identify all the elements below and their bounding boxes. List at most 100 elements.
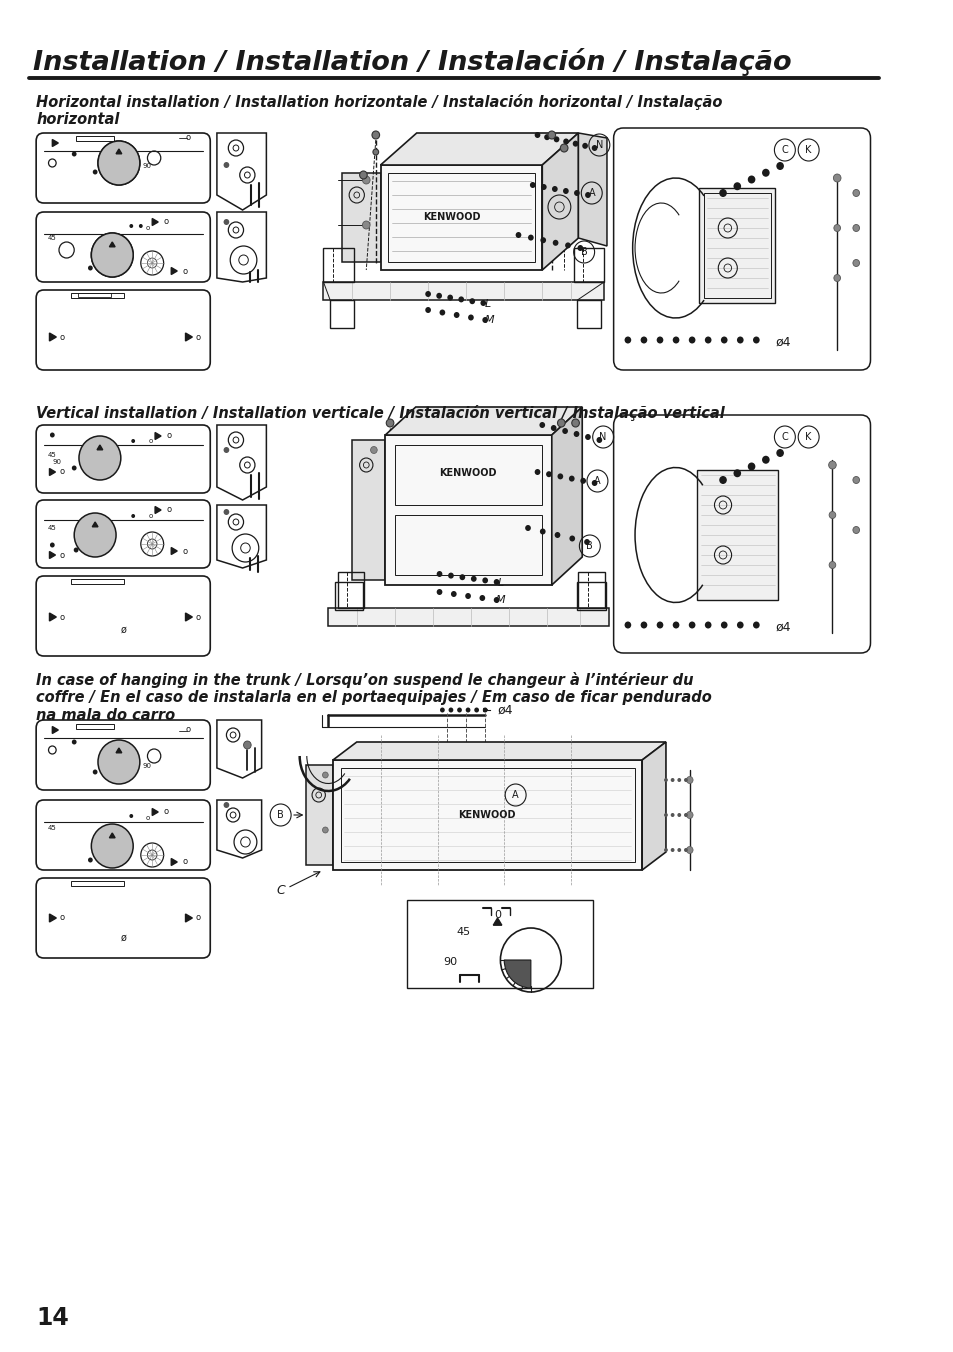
Circle shape	[688, 337, 695, 343]
Circle shape	[559, 145, 567, 151]
Circle shape	[132, 439, 135, 443]
Text: o: o	[59, 468, 65, 476]
Bar	[335, 581, 363, 610]
Circle shape	[624, 622, 631, 629]
Text: 14: 14	[36, 1306, 69, 1330]
Bar	[573, 247, 603, 283]
Circle shape	[683, 848, 687, 852]
Text: A: A	[512, 790, 518, 800]
Circle shape	[677, 813, 680, 817]
Bar	[697, 470, 778, 600]
Text: o: o	[183, 266, 188, 276]
Polygon shape	[50, 333, 56, 341]
Circle shape	[584, 192, 590, 197]
Circle shape	[91, 233, 133, 277]
Circle shape	[223, 448, 229, 453]
Polygon shape	[110, 242, 115, 247]
Circle shape	[130, 814, 133, 818]
Circle shape	[677, 777, 680, 781]
Circle shape	[852, 476, 859, 484]
Polygon shape	[306, 765, 333, 865]
Circle shape	[571, 419, 578, 427]
Bar	[76, 725, 114, 729]
Text: Horizontal installation / Installation horizontale / Instalación horizontal / In: Horizontal installation / Installation h…	[36, 95, 721, 127]
Circle shape	[482, 577, 488, 584]
Polygon shape	[50, 612, 56, 621]
Text: o: o	[59, 914, 65, 922]
Circle shape	[686, 811, 692, 818]
Polygon shape	[551, 407, 581, 585]
Bar	[330, 300, 354, 329]
Circle shape	[98, 740, 140, 784]
Bar	[328, 608, 608, 626]
Wedge shape	[504, 960, 530, 988]
Circle shape	[591, 145, 597, 151]
Circle shape	[591, 480, 597, 485]
Circle shape	[670, 777, 674, 781]
Text: o: o	[186, 726, 191, 734]
Circle shape	[322, 772, 328, 777]
Text: ø: ø	[121, 933, 127, 942]
Circle shape	[540, 184, 546, 191]
Circle shape	[568, 476, 574, 481]
Text: In case of hanging in the trunk / Lorsqu’on suspend le changeur à l’intérieur du: In case of hanging in the trunk / Lorsqu…	[36, 672, 711, 723]
Text: o: o	[164, 807, 169, 817]
Circle shape	[465, 594, 471, 599]
Bar	[340, 768, 634, 863]
Polygon shape	[380, 132, 578, 165]
Circle shape	[752, 337, 759, 343]
Circle shape	[534, 469, 539, 475]
Circle shape	[704, 622, 711, 629]
Circle shape	[761, 169, 769, 177]
Circle shape	[561, 429, 567, 434]
Circle shape	[683, 813, 687, 817]
Text: o: o	[148, 512, 152, 519]
Circle shape	[776, 449, 783, 457]
Polygon shape	[185, 333, 193, 341]
Circle shape	[50, 542, 54, 548]
Circle shape	[439, 707, 444, 713]
Polygon shape	[172, 268, 177, 274]
Circle shape	[447, 295, 453, 300]
Text: o: o	[183, 546, 188, 556]
Polygon shape	[52, 139, 58, 146]
Circle shape	[494, 579, 499, 585]
Circle shape	[471, 576, 476, 581]
Circle shape	[761, 456, 769, 464]
Circle shape	[539, 237, 545, 243]
Polygon shape	[52, 726, 58, 734]
Circle shape	[465, 707, 470, 713]
Circle shape	[720, 622, 727, 629]
Text: 90: 90	[143, 763, 152, 769]
Text: Vertical installation / Installation verticale / Instalación vertical / Instalaç: Vertical installation / Installation ver…	[36, 406, 724, 420]
Polygon shape	[50, 469, 55, 476]
Polygon shape	[641, 742, 665, 869]
Text: ø4: ø4	[775, 335, 790, 349]
Text: ø4: ø4	[775, 621, 790, 634]
Bar	[337, 572, 364, 608]
Circle shape	[670, 813, 674, 817]
Circle shape	[852, 224, 859, 231]
Text: ø4: ø4	[497, 703, 513, 717]
Circle shape	[656, 337, 662, 343]
Bar	[333, 760, 641, 869]
Circle shape	[243, 741, 251, 749]
Polygon shape	[385, 407, 581, 435]
Text: o: o	[164, 218, 169, 227]
Bar	[395, 445, 541, 506]
Circle shape	[132, 514, 135, 518]
Bar	[388, 173, 534, 262]
Text: KENWOOD: KENWOOD	[423, 212, 480, 222]
Circle shape	[474, 707, 478, 713]
Text: C: C	[781, 145, 787, 155]
Circle shape	[98, 141, 140, 185]
Circle shape	[581, 143, 587, 149]
Text: A: A	[588, 188, 595, 197]
Circle shape	[686, 846, 692, 853]
Circle shape	[527, 235, 533, 241]
Text: o: o	[195, 333, 200, 342]
Polygon shape	[50, 552, 55, 558]
Circle shape	[547, 131, 555, 139]
Circle shape	[688, 622, 695, 629]
Circle shape	[71, 465, 76, 470]
